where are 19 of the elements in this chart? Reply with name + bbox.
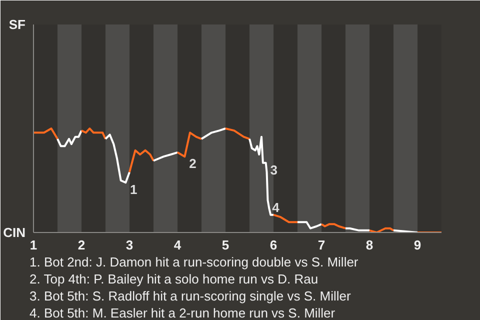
text: 3. Bot 5th: S. Radloff hit a run-scoring single vs S. Miller — [30, 288, 352, 304]
x-tick-label: 8 — [366, 238, 374, 252]
x-tick-label: 1 — [30, 238, 38, 252]
x-tick-label: 5 — [222, 238, 230, 252]
x-tick-label: 7 — [318, 238, 326, 252]
annotation: 1 — [130, 182, 138, 198]
x-tick-label: 6 — [270, 238, 278, 252]
x-tick-label: 2 — [78, 238, 86, 252]
x-tick-label: 3 — [126, 238, 134, 252]
text: SF — [8, 17, 26, 32]
text: 1. Bot 2nd: J. Damon hit a run-scoring double vs S. Miller — [30, 254, 359, 270]
text: 2. Top 4th: P. Bailey hit a solo home run vs D. Rau — [30, 272, 318, 286]
x-tick-label: 4 — [174, 238, 182, 252]
text: 4. Bot 5th: M. Easler hit a 2-run home run vs S. Miller — [30, 306, 336, 320]
annotation: 4 — [272, 200, 280, 215]
text: CIN — [3, 225, 26, 240]
annotation: 2 — [189, 156, 196, 172]
annotation: 3 — [270, 162, 278, 178]
x-tick-label: 9 — [414, 238, 422, 252]
